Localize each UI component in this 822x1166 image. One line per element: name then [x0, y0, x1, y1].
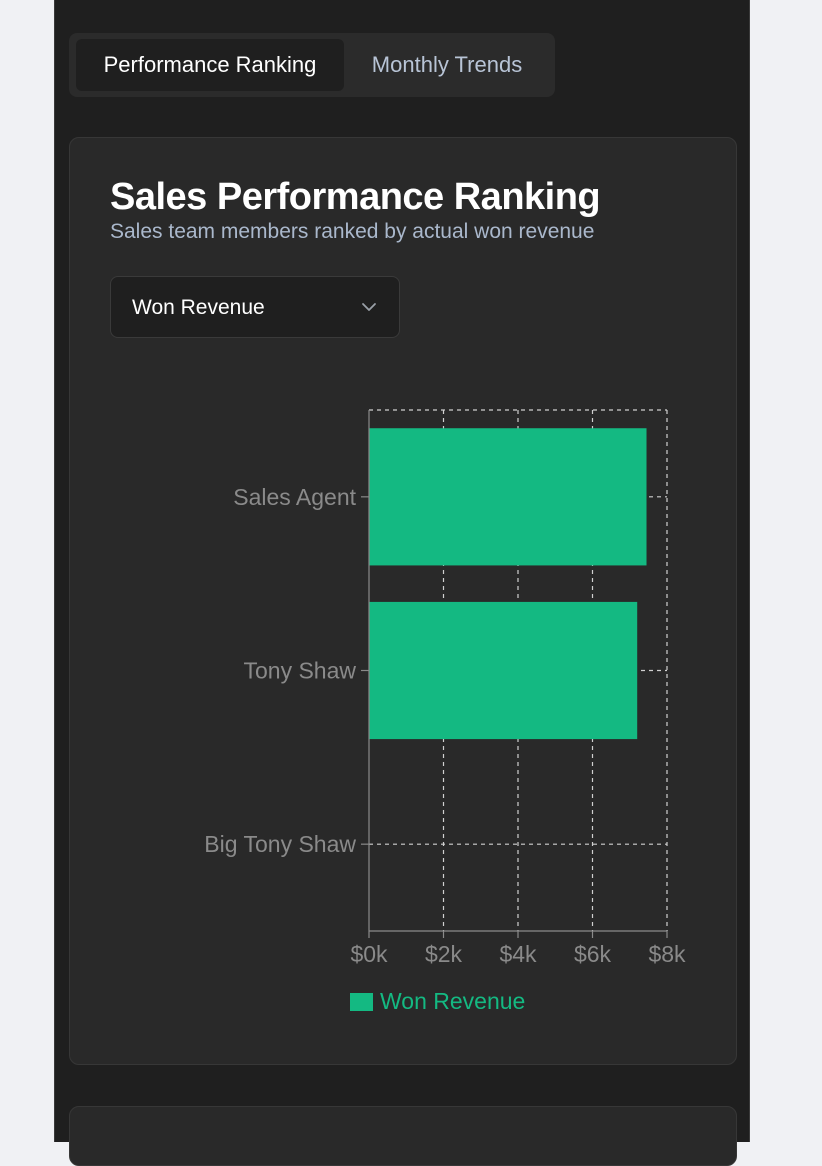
x-tick-label: $8k [648, 941, 686, 967]
metric-select-value: Won Revenue [132, 296, 265, 319]
y-tick-label: Sales Agent [233, 484, 356, 510]
y-tick-label: Tony Shaw [243, 658, 356, 684]
tab-bar: Performance Ranking Monthly Trends [69, 33, 555, 97]
x-tick-label: $2k [425, 941, 463, 967]
ranking-bar-chart: Sales Agent Tony Shaw Big Tony Shaw $0k $2k $… [204, 409, 686, 1014]
bar [369, 601, 638, 740]
sales-ranking-card: Sales Performance Ranking Sales team mem… [69, 137, 737, 1065]
card-subtitle: Sales team members ranked by actual won … [110, 220, 595, 243]
x-tick-label: $4k [499, 941, 537, 967]
metric-select[interactable]: Won Revenue [110, 276, 400, 338]
secondary-card [69, 1106, 737, 1166]
main-panel: Performance Ranking Monthly Trends Sales… [54, 0, 750, 1166]
card-title: Sales Performance Ranking [110, 176, 601, 218]
x-tick-label: $6k [574, 941, 612, 967]
bar [369, 428, 647, 566]
legend-label: Won Revenue [380, 988, 525, 1014]
chevron-down-icon [362, 303, 376, 311]
tab-monthly-trends[interactable]: Monthly Trends [371, 52, 523, 77]
x-tick-label: $0k [350, 941, 388, 967]
y-tick-label: Big Tony Shaw [204, 831, 356, 857]
tab-performance-ranking[interactable]: Performance Ranking [76, 39, 344, 91]
legend-swatch [350, 993, 373, 1011]
